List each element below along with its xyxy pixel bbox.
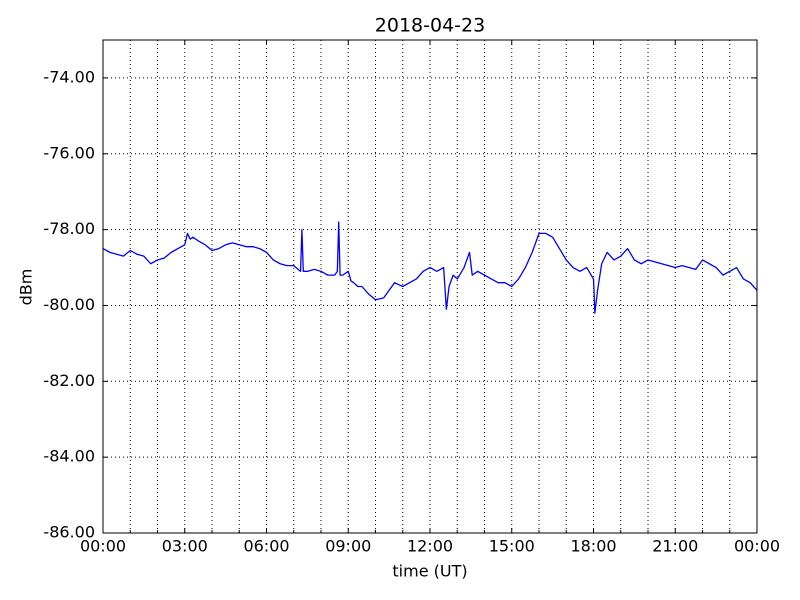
x-tick-label: 03:00: [162, 537, 208, 556]
y-tick-label: -80.00: [43, 295, 95, 314]
x-tick-label: 09:00: [325, 537, 371, 556]
x-tick-label: 06:00: [243, 537, 289, 556]
y-axis-label: dBm: [17, 269, 36, 306]
y-tick-label: -82.00: [43, 371, 95, 390]
x-tick-label: 15:00: [489, 537, 535, 556]
y-tick-label: -74.00: [43, 67, 95, 86]
y-tick-label: -84.00: [43, 447, 95, 466]
x-axis-label: time (UT): [392, 562, 467, 581]
x-tick-label: 12:00: [407, 537, 453, 556]
x-tick-label: 18:00: [570, 537, 616, 556]
y-tick-label: -76.00: [43, 143, 95, 162]
x-tick-label: 00:00: [80, 537, 126, 556]
x-tick-label: 00:00: [734, 537, 780, 556]
plot-frame: [102, 39, 758, 534]
y-tick-label: -86.00: [43, 523, 95, 542]
data-line: [102, 221, 758, 314]
x-tick-label: 21:00: [652, 537, 698, 556]
y-tick-label: -78.00: [43, 219, 95, 238]
chart-title: 2018-04-23: [375, 15, 485, 37]
